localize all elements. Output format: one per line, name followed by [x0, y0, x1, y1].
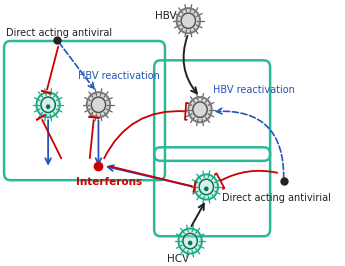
Circle shape: [179, 230, 201, 253]
Text: Direct acting antivirial: Direct acting antivirial: [223, 193, 331, 203]
Circle shape: [196, 175, 217, 198]
Circle shape: [188, 240, 193, 246]
Circle shape: [204, 186, 209, 191]
Text: Interferons: Interferons: [76, 177, 142, 187]
Text: HCV: HCV: [167, 253, 189, 264]
Circle shape: [189, 98, 211, 121]
Text: Direct acting antiviral: Direct acting antiviral: [6, 28, 112, 39]
Circle shape: [37, 93, 59, 117]
Circle shape: [178, 9, 199, 32]
Text: HBV reactivation: HBV reactivation: [214, 85, 295, 95]
Text: HBV reactivation: HBV reactivation: [78, 71, 160, 81]
Circle shape: [88, 93, 109, 117]
Text: HBV: HBV: [155, 11, 177, 21]
Circle shape: [46, 104, 50, 109]
